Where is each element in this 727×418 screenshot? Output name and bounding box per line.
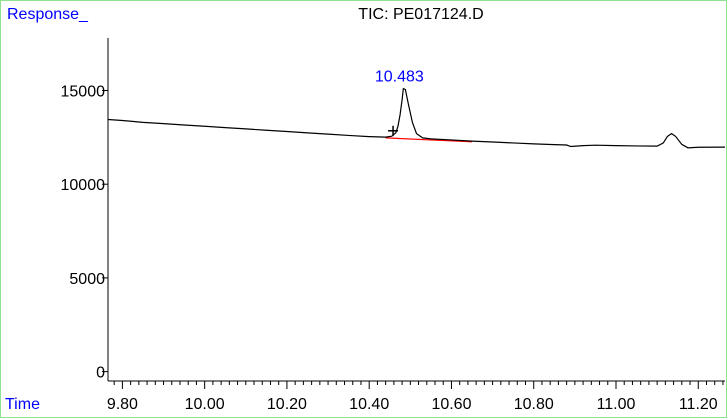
x-tick-label: 10.20 <box>267 396 307 413</box>
x-tick-label: 11.20 <box>679 396 718 413</box>
integration-baseline <box>385 137 473 143</box>
x-tick-label: 10.00 <box>185 396 225 413</box>
x-axis-label: Time <box>5 396 40 413</box>
peak-start-marker <box>388 125 399 136</box>
y-tick-label: 10000 <box>61 177 106 194</box>
x-tick-label: 10.80 <box>514 396 554 413</box>
chart-title: TIC: PE017124.D <box>358 6 483 23</box>
x-tick-label: 10.40 <box>349 396 389 413</box>
y-tick-label: 5000 <box>69 271 105 288</box>
tic-trace-line <box>107 87 726 149</box>
y-axis-label: Response_ <box>7 6 89 23</box>
y-tick-label: 0 <box>96 365 105 382</box>
y-tick-label: 15000 <box>61 83 106 100</box>
x-tick-label: 11.00 <box>597 396 636 413</box>
x-tick-label: 10.60 <box>431 396 471 413</box>
peak-label: 10.483 <box>375 69 424 86</box>
x-tick-label: 9.80 <box>107 396 138 413</box>
